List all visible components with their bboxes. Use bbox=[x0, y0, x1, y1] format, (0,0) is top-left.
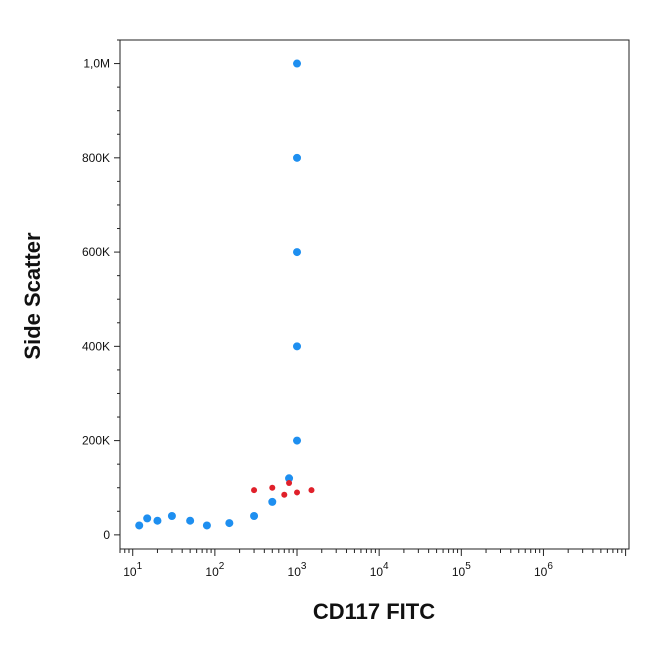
main-event-point bbox=[293, 436, 302, 445]
main-event-point bbox=[285, 474, 294, 483]
main-event-point bbox=[135, 521, 144, 530]
x-tick-label: 105 bbox=[452, 561, 471, 579]
subset-event-point bbox=[281, 491, 288, 498]
main-event-point bbox=[293, 248, 302, 257]
y-axis-title: Side Scatter bbox=[20, 232, 45, 360]
main-event-point bbox=[293, 59, 302, 68]
subset-event-point bbox=[251, 487, 258, 494]
main-event-point bbox=[167, 512, 176, 521]
plot-frame bbox=[119, 39, 630, 550]
main-event-point bbox=[293, 153, 302, 162]
x-axis-title: CD117 FITC bbox=[313, 599, 435, 624]
subset-population bbox=[251, 480, 315, 498]
x-tick-label: 106 bbox=[534, 561, 553, 579]
y-tick-label: 600K bbox=[82, 245, 110, 259]
points-layer bbox=[135, 59, 315, 530]
x-tick-label: 102 bbox=[205, 561, 224, 579]
main-population bbox=[135, 59, 302, 530]
x-tick-label: 103 bbox=[288, 561, 307, 579]
subset-event-point bbox=[294, 489, 301, 496]
y-tick-label: 0 bbox=[103, 528, 110, 542]
main-event-point bbox=[293, 342, 302, 351]
y-tick-label: 400K bbox=[82, 339, 110, 353]
main-event-point bbox=[250, 512, 259, 521]
ticks-layer: 101 102 103 104 105 106 0 200K 400K 600K 800K 1,0M bbox=[82, 39, 627, 579]
x-tick-label: 101 bbox=[123, 561, 142, 579]
subset-event-point bbox=[269, 484, 276, 491]
x-tick-label: 104 bbox=[370, 561, 389, 579]
main-event-point bbox=[268, 497, 277, 506]
y-tick-label: 1,0M bbox=[83, 57, 110, 71]
subset-event-point bbox=[286, 480, 293, 487]
y-tick-label: 200K bbox=[82, 434, 110, 448]
main-event-point bbox=[153, 516, 162, 525]
main-event-point bbox=[202, 521, 211, 530]
main-event-point bbox=[225, 519, 234, 528]
main-event-point bbox=[143, 514, 152, 523]
main-event-point bbox=[186, 516, 195, 525]
y-tick-label: 800K bbox=[82, 151, 110, 165]
subset-event-point bbox=[308, 487, 315, 494]
